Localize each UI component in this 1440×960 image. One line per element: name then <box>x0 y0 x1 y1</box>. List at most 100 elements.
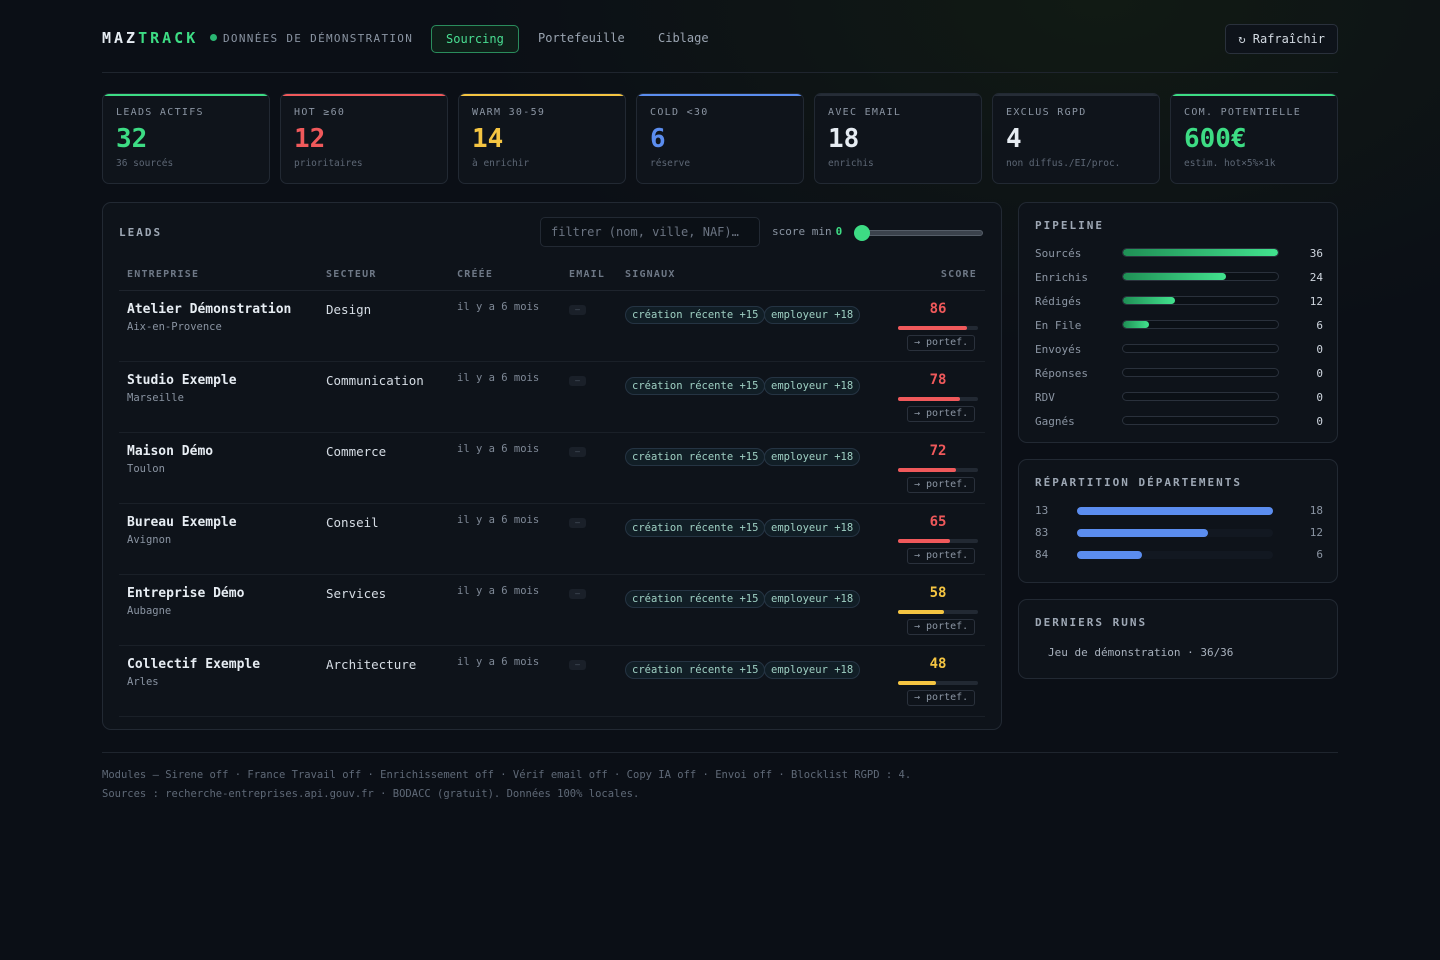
email-empty: — <box>569 447 586 457</box>
pipeline-row: Enrichis 24 <box>1035 271 1323 284</box>
signal-chip: création récente +15 <box>625 661 766 679</box>
score-min-label: score min 0 <box>772 225 843 238</box>
department-count: 6 <box>1316 548 1323 561</box>
refresh-button[interactable]: ↻ Rafraîchir <box>1225 24 1338 54</box>
company-sector: Services <box>326 586 387 601</box>
footer-sources: Sources : recherche-entreprises.api.gouv… <box>102 788 640 800</box>
kpi-accent-bar <box>637 94 803 96</box>
table-row[interactable]: Bureau Exemple Avignon Conseil il y a 6 moi… <box>119 504 985 575</box>
created-date: il y a 6 mois <box>457 443 540 455</box>
company-sector: Design <box>326 302 372 317</box>
pipeline-fill <box>1123 321 1149 328</box>
col-secteur[interactable]: SECTEUR <box>326 269 377 280</box>
score-bar-fill <box>898 468 956 472</box>
kpi-card: WARM 30-59 14 à enrichir <box>458 93 626 184</box>
add-to-portfolio-button[interactable]: → portef. <box>907 619 976 635</box>
table-header: ENTREPRISE SECTEUR CRÉÉE EMAIL SIGNAUX S… <box>119 263 985 291</box>
pipeline-track <box>1122 368 1279 377</box>
pipeline-value: 36 <box>1309 247 1323 260</box>
company-city: Marseille <box>127 392 184 404</box>
pipeline-panel: PIPELINE Sourcés 36 Enrichis 24 Rédigés 12 En … <box>1018 202 1338 443</box>
kpi-card: COLD <30 6 réserve <box>636 93 804 184</box>
company-sector: Communication <box>326 373 424 388</box>
department-count: 12 <box>1309 526 1323 539</box>
add-to-portfolio-button[interactable]: → portef. <box>907 335 976 351</box>
pipeline-value: 6 <box>1316 319 1323 332</box>
add-to-portfolio-button[interactable]: → portef. <box>907 477 976 493</box>
table-row[interactable]: Atelier Démonstration Aix-en-Provence Desi… <box>119 291 985 362</box>
add-to-portfolio-button[interactable]: → portef. <box>907 406 976 422</box>
slider-handle[interactable] <box>854 225 870 241</box>
pipeline-row: Rédigés 12 <box>1035 295 1323 308</box>
col-score[interactable]: SCORE <box>940 269 977 280</box>
tab-portefeuille[interactable]: Portefeuille <box>538 31 625 45</box>
col-creee[interactable]: CRÉÉE <box>457 269 494 280</box>
signal-chip: création récente +15 <box>625 519 766 537</box>
department-row: 83 12 <box>1035 526 1323 539</box>
col-signaux[interactable]: SIGNAUX <box>625 269 676 280</box>
signal-chip: employeur +18 <box>764 306 861 324</box>
score-value: 72 <box>929 443 947 459</box>
department-row: 13 18 <box>1035 504 1323 517</box>
created-date: il y a 6 mois <box>457 301 540 313</box>
signal-chip: employeur +18 <box>764 590 861 608</box>
pipeline-row: Sourcés 36 <box>1035 247 1323 260</box>
kpi-accent-bar <box>993 94 1159 96</box>
departments-title: RÉPARTITION DÉPARTEMENTS <box>1035 476 1242 489</box>
email-empty: — <box>569 660 586 670</box>
company-name: Collectif Exemple <box>127 657 261 672</box>
pipeline-value: 0 <box>1316 415 1323 428</box>
kpi-accent-bar <box>459 94 625 96</box>
score-bar <box>898 397 978 401</box>
department-track <box>1077 551 1273 559</box>
department-track <box>1077 507 1273 515</box>
table-row[interactable]: Entreprise Démo Aubagne Services il y a 6 m… <box>119 575 985 646</box>
pipeline-track <box>1122 416 1279 425</box>
tab-ciblage[interactable]: Ciblage <box>658 31 709 45</box>
table-row[interactable]: Studio Exemple Marseille Communication il y… <box>119 362 985 433</box>
signal-chip: employeur +18 <box>764 661 861 679</box>
kpi-label: HOT ≥60 <box>294 107 346 118</box>
company-city: Aix-en-Provence <box>127 321 222 333</box>
pipeline-label: Sourcés <box>1035 247 1082 260</box>
company-name: Bureau Exemple <box>127 515 237 530</box>
add-to-portfolio-button[interactable]: → portef. <box>907 690 976 706</box>
score-bar <box>898 610 978 614</box>
pipeline-label: Envoyés <box>1035 343 1082 356</box>
signal-chip: création récente +15 <box>625 590 766 608</box>
pipeline-row: Envoyés 0 <box>1035 343 1323 356</box>
col-email[interactable]: EMAIL <box>569 269 606 280</box>
kpi-accent-bar <box>103 94 269 96</box>
table-row[interactable]: Maison Démo Toulon Commerce il y a 6 mois — c… <box>119 433 985 504</box>
score-value: 78 <box>929 372 947 388</box>
pipeline-track <box>1122 272 1279 281</box>
pipeline-row: Réponses 0 <box>1035 367 1323 380</box>
score-bar <box>898 681 978 685</box>
department-fill <box>1077 551 1143 559</box>
col-entreprise[interactable]: ENTREPRISE <box>127 269 200 280</box>
tab-sourcing[interactable]: Sourcing <box>431 25 519 53</box>
header-divider <box>102 72 1338 73</box>
kpi-label: WARM 30-59 <box>472 107 546 118</box>
pipeline-fill <box>1123 249 1278 256</box>
add-to-portfolio-button[interactable]: → portef. <box>907 548 976 564</box>
run-item: Jeu de démonstration · 36/36 <box>1048 646 1234 659</box>
email-empty: — <box>569 589 586 599</box>
status-dot-icon <box>210 34 217 41</box>
logo: MAZTRACK <box>102 29 199 47</box>
kpi-card: AVEC EMAIL 18 enrichis <box>814 93 982 184</box>
pipeline-value: 0 <box>1316 367 1323 380</box>
department-code: 84 <box>1035 548 1049 561</box>
pipeline-fill <box>1123 273 1227 280</box>
pipeline-value: 12 <box>1309 295 1323 308</box>
signal-chip: création récente +15 <box>625 306 766 324</box>
filter-input[interactable] <box>540 217 760 247</box>
kpi-cards: LEADS ACTIFS 32 36 sourcés HOT ≥60 12 priorit… <box>102 93 1338 184</box>
table-row[interactable]: Collectif Exemple Arles Architecture il y a… <box>119 646 985 717</box>
score-bar-fill <box>898 681 937 685</box>
score-min-slider[interactable] <box>854 225 983 241</box>
kpi-value: 18 <box>828 124 860 154</box>
kpi-value: 4 <box>1006 124 1022 154</box>
kpi-sub: estim. hot×5%×1k <box>1184 158 1276 169</box>
